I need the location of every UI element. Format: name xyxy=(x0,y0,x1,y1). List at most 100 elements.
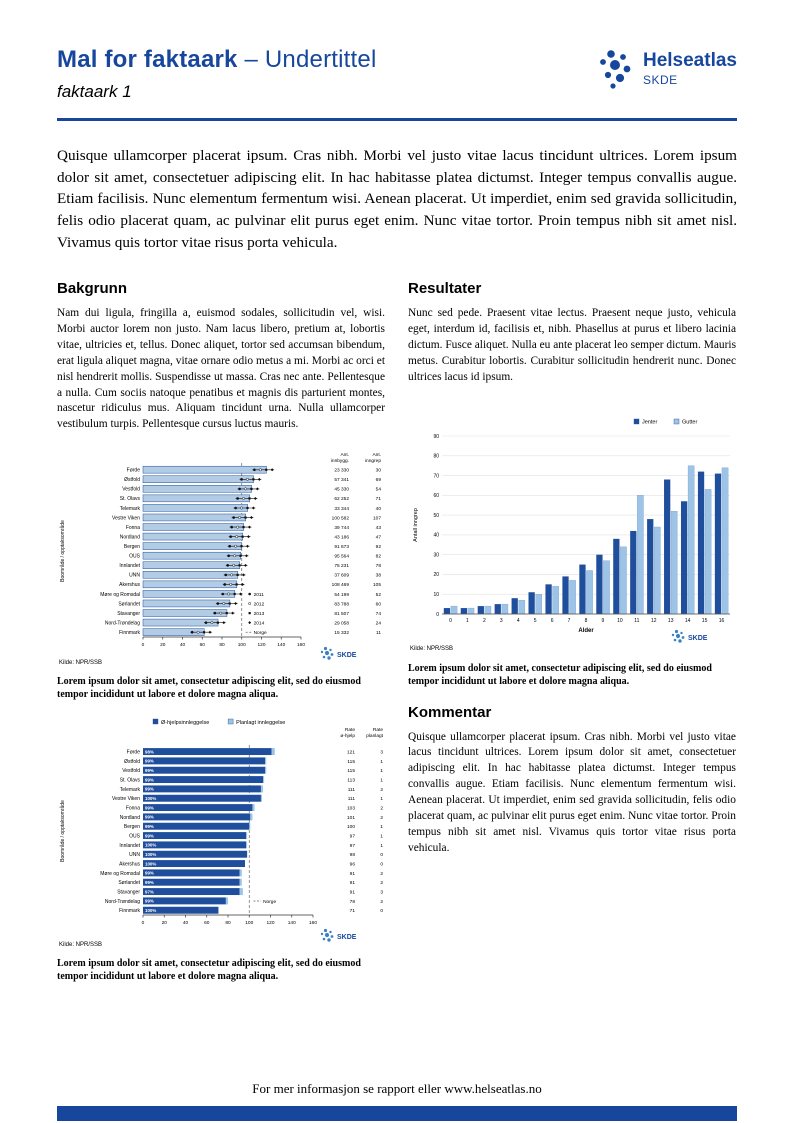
svg-text:100%: 100% xyxy=(145,908,156,913)
svg-text:97: 97 xyxy=(350,843,356,849)
svg-text:Innlandet: Innlandet xyxy=(119,843,140,849)
footer-text: For mer informasjon se rapport eller www… xyxy=(252,1081,542,1096)
svg-text:40: 40 xyxy=(183,920,189,926)
svg-text:Sørlandet: Sørlandet xyxy=(118,881,140,887)
svg-text:50: 50 xyxy=(433,512,439,518)
svg-text:98: 98 xyxy=(350,853,356,859)
svg-text:Rate: Rate xyxy=(373,727,383,733)
svg-text:40: 40 xyxy=(433,532,439,538)
svg-text:Vestfold: Vestfold xyxy=(122,487,140,493)
chart-admission-type: Ø-hjelpsinnleggelse Planlagt innleggelse R… xyxy=(57,717,385,949)
svg-text:St. Olavs: St. Olavs xyxy=(120,497,141,503)
svg-text:2: 2 xyxy=(380,787,383,793)
svg-text:Østfold: Østfold xyxy=(124,759,140,765)
svg-text:54: 54 xyxy=(376,487,382,493)
svg-text:160: 160 xyxy=(297,642,305,648)
svg-text:95 564: 95 564 xyxy=(334,554,349,560)
svg-text:78: 78 xyxy=(376,564,382,570)
svg-text:121: 121 xyxy=(347,750,355,756)
svg-text:Norge: Norge xyxy=(254,630,267,636)
page-title-main: Mal for faktaark xyxy=(57,46,238,73)
svg-text:97%: 97% xyxy=(145,890,154,895)
svg-text:Telemark: Telemark xyxy=(120,787,141,793)
svg-text:Bergen: Bergen xyxy=(124,825,140,831)
svg-text:Alder: Alder xyxy=(578,628,594,634)
two-column-layout: Bakgrunn Nam dui ligula, fringilla a, eu… xyxy=(57,280,737,1000)
svg-text:0: 0 xyxy=(142,920,145,926)
svg-text:74: 74 xyxy=(376,611,382,617)
svg-text:80: 80 xyxy=(225,920,231,926)
svg-text:33 344: 33 344 xyxy=(334,506,349,512)
svg-text:1: 1 xyxy=(380,825,383,831)
svg-text:97: 97 xyxy=(350,834,356,840)
svg-text:20: 20 xyxy=(433,572,439,578)
svg-text:Antall inngrep: Antall inngrep xyxy=(413,508,419,542)
svg-text:100%: 100% xyxy=(145,852,156,857)
svg-text:Vestre Viken: Vestre Viken xyxy=(112,797,140,803)
svg-text:1: 1 xyxy=(380,834,383,840)
svg-text:99%: 99% xyxy=(145,787,154,792)
svg-text:12: 12 xyxy=(651,618,657,624)
svg-text:Ø-hjelpsinnleggelse: Ø-hjelpsinnleggelse xyxy=(161,720,209,726)
svg-text:Telemark: Telemark xyxy=(120,506,141,512)
svg-text:8: 8 xyxy=(585,618,588,624)
page-title: Mal for faktaark – Undertittel xyxy=(57,46,376,74)
section-heading-resultater: Resultater xyxy=(408,279,482,297)
svg-text:108 469: 108 469 xyxy=(332,583,350,589)
svg-text:Kilde: NPR/SSB: Kilde: NPR/SSB xyxy=(59,660,102,666)
figure2-caption: Lorem ipsum dolor sit amet, consectetur … xyxy=(408,662,712,687)
svg-text:62 252: 62 252 xyxy=(334,497,349,503)
section-heading-kommentar: Kommentar xyxy=(408,703,492,721)
chart-age-distribution: 0 10 20 30 40 50 60 70 80 90 0 1 2 3 4 5 6 7 8 9 10 11 12 13 14 1… xyxy=(408,416,736,654)
svg-text:16: 16 xyxy=(719,618,725,624)
svg-text:5: 5 xyxy=(534,618,537,624)
svg-text:60: 60 xyxy=(200,642,206,648)
svg-text:24: 24 xyxy=(376,621,382,627)
svg-text:30: 30 xyxy=(376,468,382,474)
svg-text:15 332: 15 332 xyxy=(334,630,349,636)
svg-text:60: 60 xyxy=(376,602,382,608)
svg-text:29 058: 29 058 xyxy=(334,621,349,627)
svg-text:Ant.: Ant. xyxy=(340,452,349,458)
svg-text:UNN: UNN xyxy=(129,573,140,579)
svg-text:99%: 99% xyxy=(145,815,154,820)
svg-text:9: 9 xyxy=(602,618,605,624)
svg-text:115: 115 xyxy=(347,759,355,765)
svg-text:20: 20 xyxy=(162,920,168,926)
svg-text:inngrep: inngrep xyxy=(365,458,381,464)
helseatlas-dots-icon xyxy=(600,50,631,89)
svg-text:83 788: 83 788 xyxy=(334,602,349,608)
svg-text:99%: 99% xyxy=(145,824,154,829)
svg-text:SKDE: SKDE xyxy=(688,635,708,642)
svg-text:2: 2 xyxy=(380,871,383,877)
svg-text:10: 10 xyxy=(617,618,623,624)
svg-text:2011: 2011 xyxy=(254,592,265,598)
svg-text:2: 2 xyxy=(380,815,383,821)
svg-text:39 744: 39 744 xyxy=(334,525,349,531)
svg-text:Førde: Førde xyxy=(127,750,141,756)
svg-text:2013: 2013 xyxy=(254,611,265,617)
svg-text:Stavanger: Stavanger xyxy=(117,890,140,896)
svg-text:2: 2 xyxy=(380,881,383,887)
svg-text:2: 2 xyxy=(380,806,383,812)
intro-paragraph: Quisque ullamcorper placerat ipsum. Cras… xyxy=(57,147,737,251)
svg-text:0: 0 xyxy=(436,611,439,617)
svg-text:78: 78 xyxy=(350,899,356,905)
svg-text:40: 40 xyxy=(180,642,186,648)
svg-text:20: 20 xyxy=(160,642,166,648)
svg-text:Bergen: Bergen xyxy=(124,544,140,550)
svg-text:43 186: 43 186 xyxy=(334,535,349,541)
resultater-body: Nunc sed pede. Praesent vitae lectus. Pr… xyxy=(408,306,737,383)
svg-text:0: 0 xyxy=(380,862,383,868)
svg-text:100: 100 xyxy=(238,642,246,648)
svg-text:100%: 100% xyxy=(145,862,156,867)
svg-text:120: 120 xyxy=(257,642,265,648)
page-subtitle: faktaark 1 xyxy=(57,82,132,101)
svg-text:planlagt: planlagt xyxy=(366,733,383,739)
svg-text:98%: 98% xyxy=(145,750,154,755)
svg-text:103: 103 xyxy=(347,806,355,812)
svg-text:90: 90 xyxy=(433,433,439,439)
svg-text:69: 69 xyxy=(376,478,382,484)
svg-text:91: 91 xyxy=(350,881,356,887)
helseatlas-logo: Helseatlas SKDE xyxy=(600,48,737,90)
